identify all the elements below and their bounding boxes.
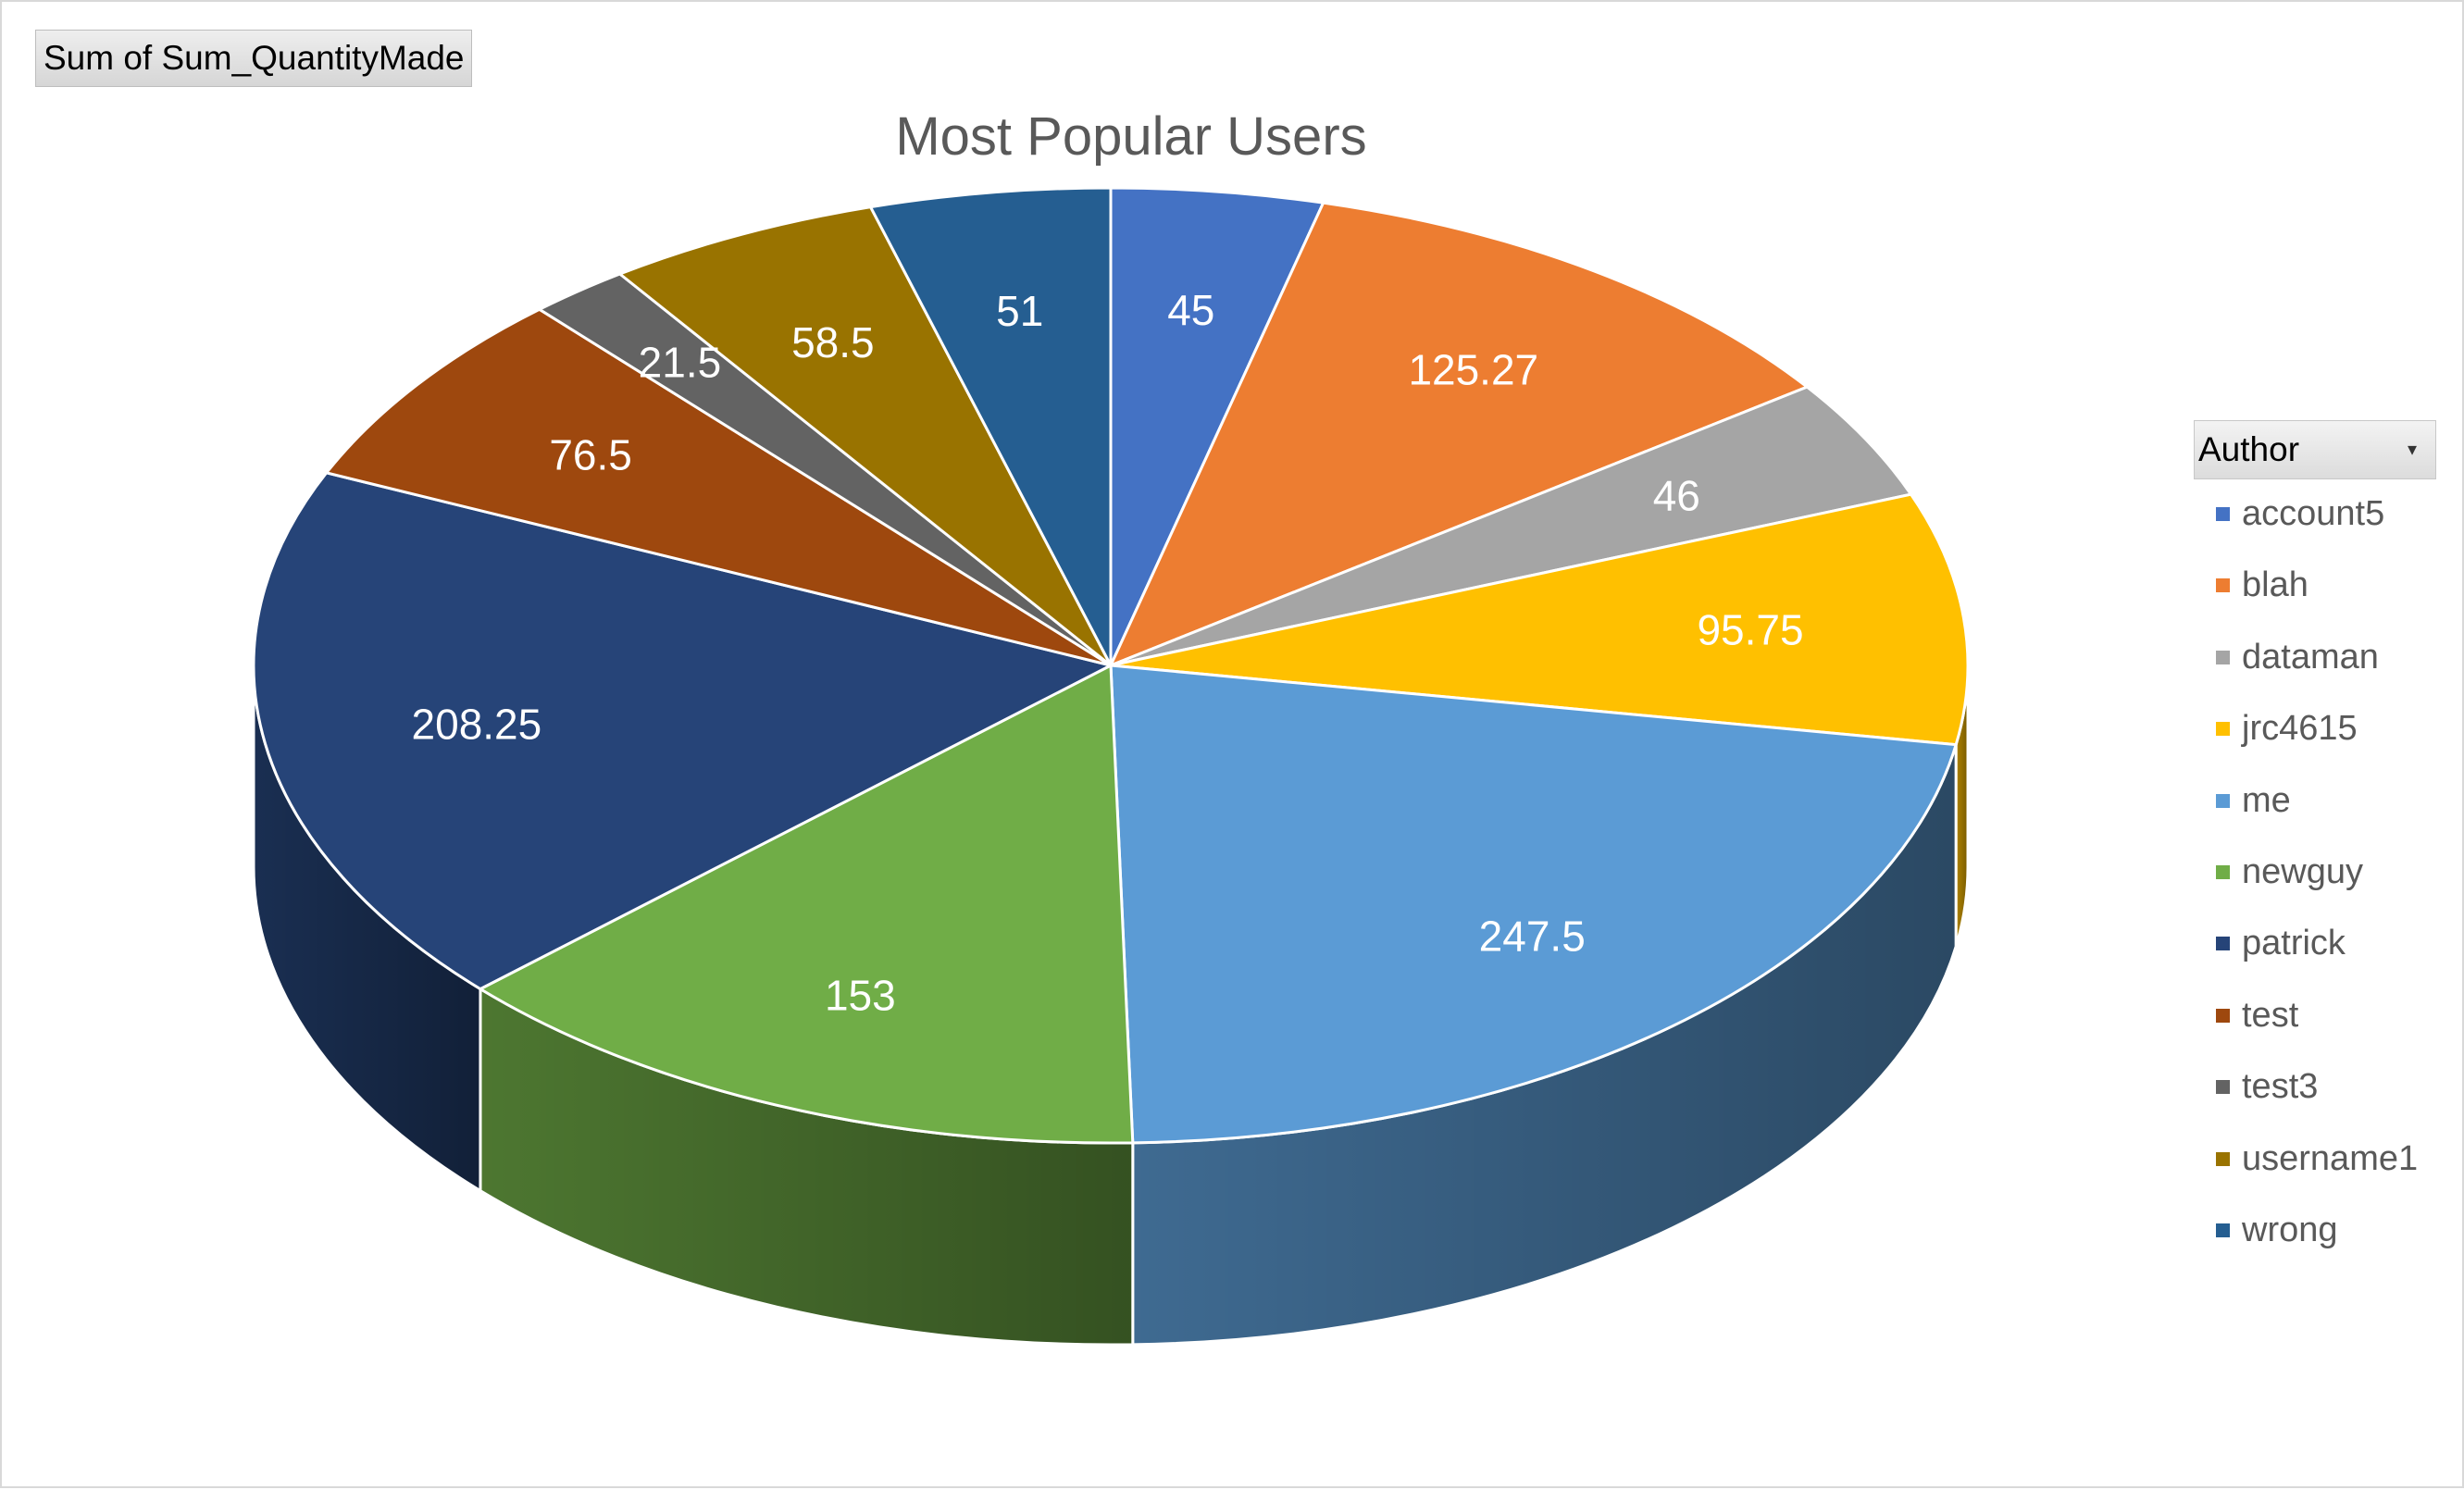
data-label-blah: 125.27	[1408, 345, 1538, 393]
legend-items: account5 blah dataman jrc4615 me newguy patric…	[2194, 479, 2436, 1280]
data-label-wrong: 51	[996, 287, 1043, 335]
legend-swatch	[2216, 722, 2230, 737]
legend-item-username1[interactable]: username1	[2194, 1137, 2436, 1209]
data-label-username1: 58.5	[791, 318, 875, 366]
pie-slice-wrong[interactable]	[868, 186, 1113, 666]
legend-item-me[interactable]: me	[2194, 779, 2436, 851]
legend-item-newguy[interactable]: newguy	[2194, 851, 2436, 922]
legend-item-patrick[interactable]: patrick	[2194, 922, 2436, 993]
chevron-down-icon: ▾	[2407, 440, 2417, 460]
legend-item-blah[interactable]: blah	[2194, 564, 2436, 635]
data-label-jrc4615: 95.75	[1697, 605, 1803, 653]
legend-label: test3	[2242, 1067, 2319, 1107]
field-button[interactable]: Sum of Sum_QuantityMade	[35, 30, 472, 87]
pie-slice-jrc4615[interactable]	[1110, 492, 1970, 747]
pie-slice-blah[interactable]	[1108, 201, 1811, 668]
pie-slice-account5[interactable]	[1109, 186, 1325, 666]
legend-item-dataman[interactable]: dataman	[2194, 636, 2436, 707]
legend-item-test[interactable]: test	[2194, 994, 2436, 1065]
data-label-me: 247.5	[1479, 912, 1586, 960]
legend-item-wrong[interactable]: wrong	[2194, 1209, 2436, 1280]
legend-label: test	[2242, 995, 2299, 1035]
legend-label: newguy	[2242, 851, 2363, 891]
legend-label: patrick	[2242, 924, 2346, 963]
legend-label: jrc4615	[2242, 709, 2358, 749]
data-label-newguy: 153	[825, 971, 896, 1019]
pie-slice-newguy[interactable]	[477, 663, 1135, 1145]
legend-label: account5	[2242, 494, 2385, 533]
pie-slice-me[interactable]	[1109, 664, 1959, 1145]
pie-top	[252, 186, 1970, 1145]
legend-swatch	[2216, 1008, 2230, 1023]
legend-swatch	[2216, 578, 2230, 593]
legend-swatch	[2216, 650, 2230, 664]
legend-swatch	[2216, 864, 2230, 879]
legend-swatch	[2216, 937, 2230, 951]
legend-swatch	[2216, 1223, 2230, 1237]
pie-slice-username1[interactable]	[616, 205, 1113, 667]
legend-label: wrong	[2242, 1210, 2338, 1249]
legend-swatch	[2216, 1080, 2230, 1095]
legend-label: dataman	[2242, 637, 2379, 677]
legend-label: username1	[2242, 1138, 2419, 1178]
pie-slice-test[interactable]	[324, 307, 1112, 667]
legend: Author ▾ account5 blah dataman jrc4615 me new…	[2194, 420, 2436, 1280]
legend-label: blah	[2242, 565, 2308, 605]
data-label-test3: 21.5	[639, 338, 722, 386]
legend-swatch	[2216, 793, 2230, 808]
data-label-account5: 45	[1167, 286, 1214, 334]
pie-labels: 45 125.27 46 95.75 247.5 153 208.25 76.521.5 58.…	[412, 286, 1804, 1019]
data-label-dataman: 46	[1653, 471, 1700, 519]
pie-slice-patrick[interactable]	[252, 471, 1115, 991]
data-label-test: 76.5	[549, 431, 632, 479]
pie-slice-dataman[interactable]	[1110, 385, 1914, 667]
legend-label: me	[2242, 780, 2291, 820]
legend-swatch	[2216, 1151, 2230, 1166]
chart-title: Most Popular Users	[895, 106, 1367, 167]
author-filter-button[interactable]: Author ▾	[2194, 420, 2436, 479]
legend-swatch	[2216, 507, 2230, 521]
legend-item-account5[interactable]: account5	[2194, 492, 2436, 564]
legend-item-test3[interactable]: test3	[2194, 1065, 2436, 1136]
data-label-patrick: 208.25	[412, 700, 542, 748]
legend-item-jrc4615[interactable]: jrc4615	[2194, 707, 2436, 778]
legend-title: Author	[2198, 430, 2300, 468]
